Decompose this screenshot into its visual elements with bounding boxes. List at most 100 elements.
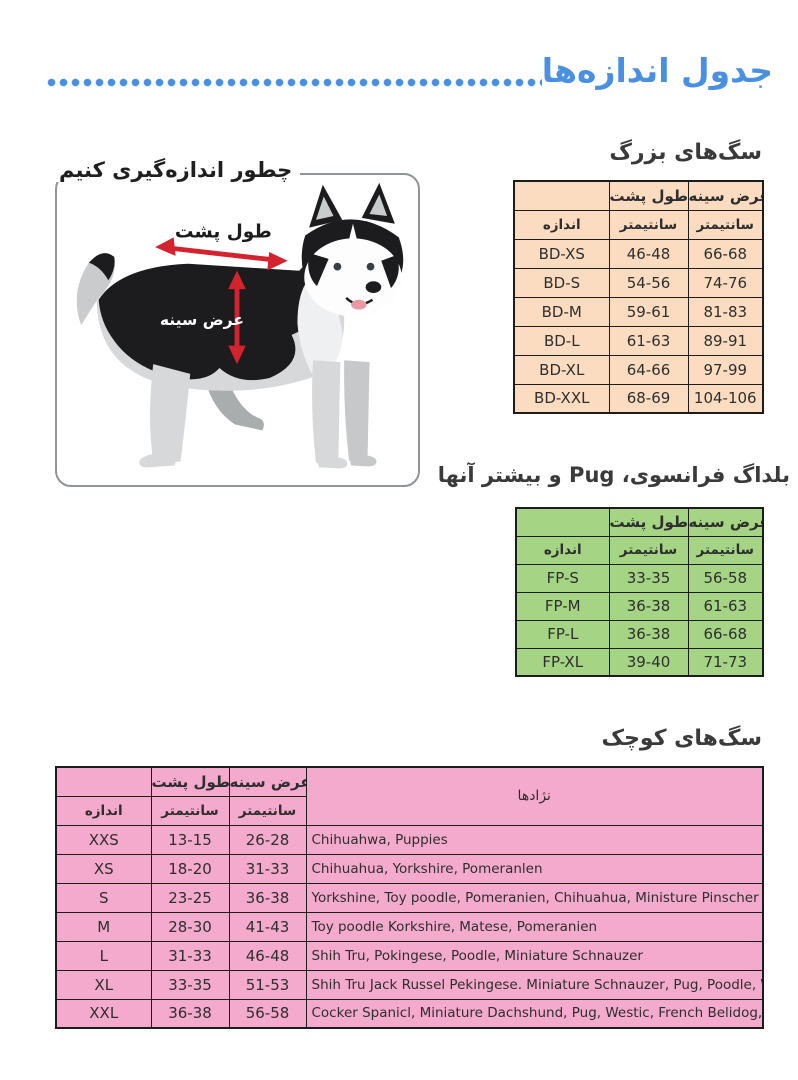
cell-chest: 26-28	[228, 824, 307, 855]
cell-chest: 66-68	[687, 619, 764, 649]
measure-guide-title: چطور اندازه‌گیری کنیم	[51, 158, 301, 182]
cell-size: FP-L	[515, 619, 610, 649]
chest-width-header: عرض سینه	[228, 766, 307, 797]
table-header-row: طول پشت عرض سینه	[515, 507, 764, 537]
cell-size: FP-M	[515, 591, 610, 621]
cell-chest: 66-68	[687, 238, 764, 269]
cell-size: FP-XL	[515, 647, 610, 677]
back-length-header: طول پشت	[608, 507, 689, 537]
page-header: جدول اندازه‌ها	[45, 42, 773, 96]
table-row: L 31-33 46-48 Shih Tru, Pokingese, Poodle, …	[55, 940, 764, 971]
cell-chest: 56-58	[228, 998, 307, 1029]
cell-chest: 89-91	[687, 325, 764, 356]
table-row: FP-L 36-38 66-68	[515, 619, 764, 649]
french-pug-heading: بلداگ فرانسوی، Pug و بیشتر آنها	[437, 463, 790, 487]
table-row: M 28-30 41-43 Toy poodle Korkshire, Matese,…	[55, 911, 764, 942]
cell-back: 28-30	[150, 911, 230, 942]
table-unit-row: اندازه سانتیمتر سانتیمتر	[515, 535, 764, 565]
cell-breeds: Shih Tru, Pokingese, Poodle, Miniature S…	[305, 940, 764, 971]
size-header: اندازه	[55, 795, 152, 826]
measure-guide-panel: چطور اندازه‌گیری کنیم	[51, 158, 420, 487]
cell-back: 61-63	[608, 325, 689, 356]
cell-back: 36-38	[608, 619, 689, 649]
cell-size: XL	[55, 969, 152, 1000]
cell-size: XXS	[55, 824, 152, 855]
cell-back: 68-69	[608, 383, 689, 414]
size-header: اندازه	[515, 535, 610, 565]
cell-size: BD-XXL	[513, 383, 610, 414]
cell-breeds: Toy poodle Korkshire, Matese, Pomeranien	[305, 911, 764, 942]
cell-size: BD-L	[513, 325, 610, 356]
cell-chest: 31-33	[228, 853, 307, 884]
cell-size: XS	[55, 853, 152, 884]
cell-back: 18-20	[150, 853, 230, 884]
husky-dog-figure: طول پشت عرض سینه	[76, 182, 404, 469]
table-row: BD-L 61-63 89-91	[513, 325, 764, 356]
table-header-row: طول پشت عرض سینه نژادها	[55, 766, 764, 826]
cell-back: 54-56	[608, 267, 689, 298]
cell-size: S	[55, 882, 152, 913]
empty-header-cell	[55, 766, 152, 797]
cell-size: L	[55, 940, 152, 971]
cell-breeds: Shih Tru Jack Russel Pekingese. Miniatur…	[305, 969, 764, 1000]
table-row: XXS 13-15 26-28 Chihuahwa, Puppies	[55, 824, 764, 855]
page-title: جدول اندازه‌ها	[541, 51, 773, 90]
table-row: BD-M 59-61 81-83	[513, 296, 764, 327]
table-header-row: طول پشت عرض سینه	[513, 180, 764, 211]
table-row: BD-XS 46-48 66-68	[513, 238, 764, 269]
small-dogs-heading: سگ‌های کوچک	[601, 726, 762, 751]
cell-chest: 36-38	[228, 882, 307, 913]
cell-breeds: Chihuahua, Yorkshire, Pomeranlen	[305, 853, 764, 884]
unit-cell: سانتیمتر	[150, 795, 230, 826]
cell-chest: 74-76	[687, 267, 764, 298]
chest-width-header: عرض سینه	[687, 180, 764, 211]
cell-back: 33-35	[608, 563, 689, 593]
big-dogs-table: طول پشت عرض سینه اندازه سانتیمتر سانتیمت…	[513, 180, 764, 414]
unit-cell: سانتیمتر	[687, 209, 764, 240]
unit-cell: سانتیمتر	[228, 795, 307, 826]
back-length-header: طول پشت	[150, 766, 230, 797]
unit-cell: سانتیمتر	[608, 535, 689, 565]
table-row: BD-XL 64-66 97-99	[513, 354, 764, 385]
cell-back: 39-40	[608, 647, 689, 677]
table-row: XS 18-20 31-33 Chihuahua, Yorkshire, Pomera…	[55, 853, 764, 884]
cell-size: BD-M	[513, 296, 610, 327]
cell-chest: 41-43	[228, 911, 307, 942]
cell-back: 64-66	[608, 354, 689, 385]
cell-chest: 56-58	[687, 563, 764, 593]
chest-width-arrow: عرض سینه	[160, 270, 246, 365]
table-row: FP-M 36-38 61-63	[515, 591, 764, 621]
table-row: XXL 36-38 56-58 Cocker Spanicl, Miniature D…	[55, 998, 764, 1029]
cell-back: 13-15	[150, 824, 230, 855]
breeds-header: نژادها	[305, 766, 764, 826]
cell-size: BD-XS	[513, 238, 610, 269]
empty-header-cell	[515, 507, 610, 537]
cell-size: M	[55, 911, 152, 942]
cell-chest: 71-73	[687, 647, 764, 677]
cell-chest: 51-53	[228, 969, 307, 1000]
unit-cell: سانتیمتر	[687, 535, 764, 565]
cell-back: 33-35	[150, 969, 230, 1000]
cell-back: 23-25	[150, 882, 230, 913]
cell-breeds: Yorkshine, Toy poodle, Pomeranien, Chihu…	[305, 882, 764, 913]
small-dogs-table: طول پشت عرض سینه نژادها اندازه سانتیمتر …	[55, 766, 764, 1029]
size-header: اندازه	[513, 209, 610, 240]
chest-width-header: عرض سینه	[687, 507, 764, 537]
cell-chest: 46-48	[228, 940, 307, 971]
table-row: FP-XL 39-40 71-73	[515, 647, 764, 677]
back-length-arrow-label: طول پشت	[175, 221, 272, 242]
table-row: S 23-25 36-38 Yorkshine, Toy poodle, Pomera…	[55, 882, 764, 913]
cell-size: BD-XL	[513, 354, 610, 385]
chest-width-arrow-label: عرض سینه	[160, 311, 244, 329]
cell-back: 59-61	[608, 296, 689, 327]
cell-chest: 61-63	[687, 591, 764, 621]
french-pug-table: طول پشت عرض سینه اندازه سانتیمتر سانتیمت…	[515, 507, 764, 677]
cell-back: 46-48	[608, 238, 689, 269]
cell-back: 31-33	[150, 940, 230, 971]
empty-header-cell	[513, 180, 610, 211]
dotted-leader	[47, 78, 542, 87]
table-unit-row: اندازه سانتیمتر سانتیمتر	[513, 209, 764, 240]
table-row: BD-XXL 68-69 104-106	[513, 383, 764, 414]
cell-chest: 97-99	[687, 354, 764, 385]
cell-size: FP-S	[515, 563, 610, 593]
